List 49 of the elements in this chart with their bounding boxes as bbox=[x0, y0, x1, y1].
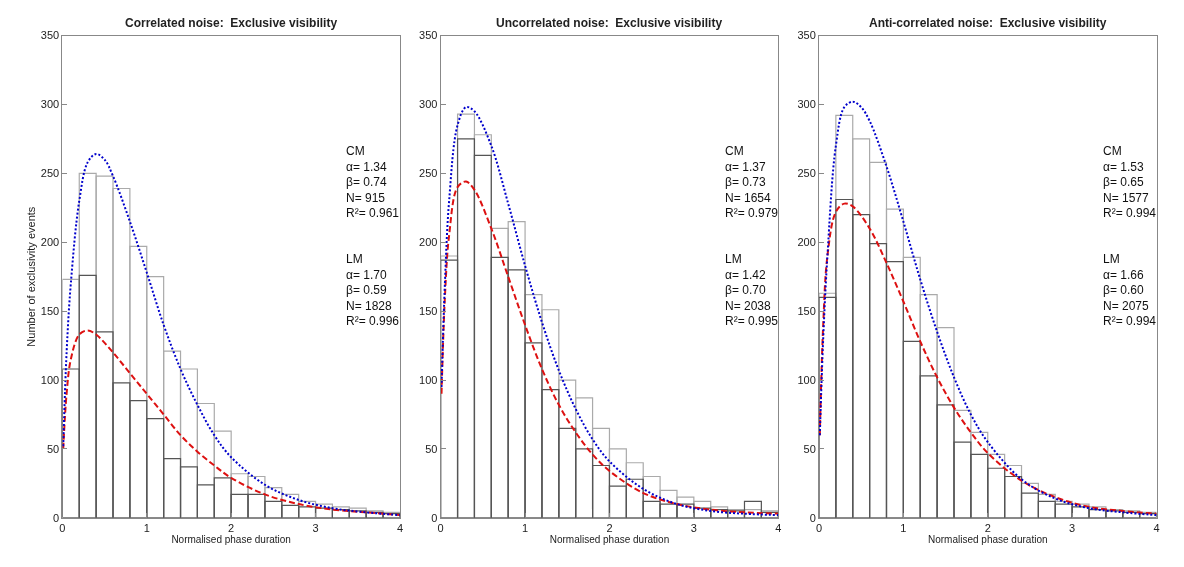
x-axis-title: Normalised phase duration bbox=[171, 534, 291, 546]
y-tick-label: 200 bbox=[797, 236, 816, 249]
y-tick-label: 250 bbox=[40, 167, 60, 180]
x-tick-label: 2 bbox=[228, 522, 235, 535]
y-axis-title: Number of exclusivity events bbox=[25, 206, 38, 347]
x-tick-label: 3 bbox=[690, 522, 697, 535]
x-tick-label: 1 bbox=[900, 522, 907, 535]
y-tick-label: 100 bbox=[419, 373, 438, 386]
y-tick-label: 50 bbox=[46, 442, 60, 455]
y-tick-label: 300 bbox=[419, 98, 438, 111]
y-tick-label: 200 bbox=[419, 236, 438, 249]
y-tick-label: 0 bbox=[431, 511, 438, 524]
x-tick-label: 2 bbox=[984, 522, 991, 535]
x-axis-title: Normalised phase duration bbox=[928, 534, 1048, 546]
x-tick-label: 1 bbox=[522, 522, 529, 535]
annotation: CM α= 1.34 β= 0.74 N= 915 R²= 0.961 bbox=[346, 144, 400, 221]
y-tick-label: 50 bbox=[425, 442, 438, 455]
y-tick-label: 350 bbox=[40, 29, 60, 42]
chart-title: Correlated noise: Exclusive visibility bbox=[125, 16, 338, 30]
x-tick-label: 4 bbox=[396, 522, 403, 535]
y-tick-label: 100 bbox=[797, 373, 816, 386]
x-axis-title: Normalised phase duration bbox=[549, 534, 670, 546]
y-tick-label: 150 bbox=[40, 304, 60, 317]
y-tick-label: 0 bbox=[809, 511, 816, 524]
y-tick-label: 0 bbox=[53, 511, 60, 524]
y-tick-label: 300 bbox=[797, 98, 816, 111]
annotation: LM α= 1.70 β= 0.59 N= 1828 R²= 0.996 bbox=[346, 252, 400, 329]
y-tick-label: 250 bbox=[797, 167, 816, 180]
y-tick-label: 50 bbox=[803, 442, 816, 455]
annotation: CM α= 1.53 β= 0.65 N= 1577 R²= 0.994 bbox=[1103, 144, 1157, 221]
x-tick-label: 3 bbox=[1069, 522, 1076, 535]
y-tick-label: 350 bbox=[797, 29, 816, 42]
x-tick-label: 2 bbox=[606, 522, 613, 535]
chart-title: Anti-correlated noise: Exclusive visibility bbox=[869, 16, 1107, 30]
annotation: CM α= 1.37 β= 0.73 N= 1654 R²= 0.979 bbox=[725, 144, 779, 221]
y-tick-label: 100 bbox=[40, 373, 60, 386]
x-tick-label: 4 bbox=[1153, 522, 1160, 535]
y-tick-label: 250 bbox=[419, 167, 438, 180]
x-tick-label: 4 bbox=[775, 522, 782, 535]
y-tick-label: 300 bbox=[40, 98, 60, 111]
chart-title: Uncorrelated noise: Exclusive visibility bbox=[496, 16, 723, 30]
y-tick-label: 350 bbox=[419, 29, 438, 42]
y-tick-label: 150 bbox=[419, 304, 438, 317]
x-tick-label: 3 bbox=[312, 522, 319, 535]
y-tick-label: 150 bbox=[797, 304, 816, 317]
annotation: LM α= 1.66 β= 0.60 N= 2075 R²= 0.994 bbox=[1103, 252, 1157, 329]
annotation: LM α= 1.42 β= 0.70 N= 2038 R²= 0.995 bbox=[725, 252, 779, 329]
y-tick-label: 200 bbox=[40, 236, 60, 249]
x-tick-label: 1 bbox=[143, 522, 150, 535]
